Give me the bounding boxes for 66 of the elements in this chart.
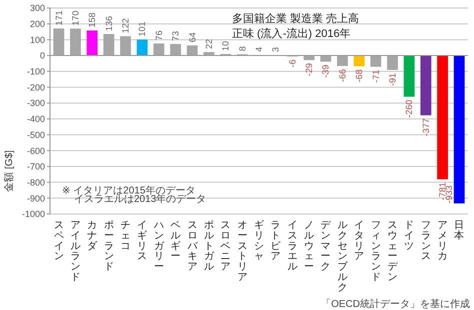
data-label: -377	[420, 118, 431, 136]
data-label: 136	[104, 16, 114, 31]
x-tick-label: ポーランド	[104, 220, 114, 273]
x-tick-label: スロバキア	[186, 220, 198, 273]
data-label: 158	[87, 12, 98, 28]
data-label: 73	[170, 30, 181, 41]
y-tick-label: -100	[26, 66, 45, 77]
y-tick-label: 300	[30, 3, 45, 14]
x-tick-label: アメリカ	[438, 220, 448, 262]
x-tick-label: フランス	[420, 220, 431, 262]
data-label: -29	[304, 63, 314, 76]
y-axis-title: 金額 [G$]	[3, 150, 15, 192]
data-label: 4	[254, 46, 264, 52]
y-tick-label: -400	[26, 114, 45, 124]
x-tick-label: イギリス	[137, 220, 148, 262]
y-tick-label: -500	[26, 130, 45, 140]
y-tick-label: 200	[30, 18, 45, 29]
data-label: -71	[370, 70, 381, 83]
data-label: 22	[204, 39, 214, 50]
data-label: 76	[154, 30, 164, 40]
x-tick-label: ノルウェー	[304, 220, 314, 273]
x-tick-label: スペイン	[54, 220, 64, 262]
data-label: 101	[137, 22, 148, 37]
x-tick-label: ラトビア	[270, 220, 282, 262]
x-tick-label: アイルランド	[70, 220, 80, 283]
x-tick-label: ポルトガル	[204, 220, 215, 273]
text: 正味 (流入-流出) 2016年	[232, 27, 351, 40]
y-tick-label: -600	[26, 146, 45, 156]
data-label: -68	[354, 69, 364, 82]
y-tick-label: -800	[26, 177, 45, 188]
x-tick-label: 日本	[454, 220, 464, 242]
x-tick-label: カナダ	[87, 220, 98, 252]
y-tick-label: -200	[26, 82, 45, 92]
x-tick-label: ギリシャ	[254, 219, 264, 262]
data-label: 170	[70, 10, 80, 26]
y-tick-label: 0	[40, 50, 45, 61]
data-label: 64	[187, 32, 198, 42]
y-tick-label: -1000	[22, 209, 45, 220]
x-tick-label: デンマーク	[320, 220, 332, 273]
data-label: 122	[120, 18, 131, 34]
data-label: -39	[320, 64, 331, 78]
data-label: 8	[237, 46, 248, 52]
y-tick-label: -900	[26, 193, 45, 204]
x-tick-label: スウェーデン	[387, 220, 398, 283]
y-tick-label: -300	[26, 98, 45, 108]
y-tick-label: -700	[26, 162, 45, 172]
x-tick-label: イタリア	[354, 220, 364, 262]
data-label: -260	[404, 100, 414, 118]
x-tick-label: スロベニア	[220, 220, 231, 273]
data-label: -6	[287, 59, 298, 68]
text: 「OECD統計データ」を基に作成	[321, 298, 470, 310]
x-tick-label: ハンガリー	[152, 220, 165, 273]
data-label: -66	[337, 68, 348, 82]
x-tick-label: ベルギー	[170, 220, 181, 262]
y-tick-label: 100	[30, 34, 45, 45]
data-label: 3	[270, 47, 281, 52]
x-tick-label: ルクセンブルク	[337, 220, 348, 294]
x-tick-label: オーストリア	[237, 220, 248, 283]
text: 多国籍企業 製造業 売上高	[232, 12, 360, 25]
x-tick-label: イスラエル	[287, 220, 298, 273]
x-tick-label: ドイツ	[404, 220, 414, 252]
data-label: -91	[387, 72, 398, 86]
x-tick-label: フィンランド	[370, 220, 381, 283]
data-label: 10	[220, 40, 231, 51]
x-tick-label: チェコ	[120, 220, 131, 252]
data-label: 171	[54, 10, 64, 26]
